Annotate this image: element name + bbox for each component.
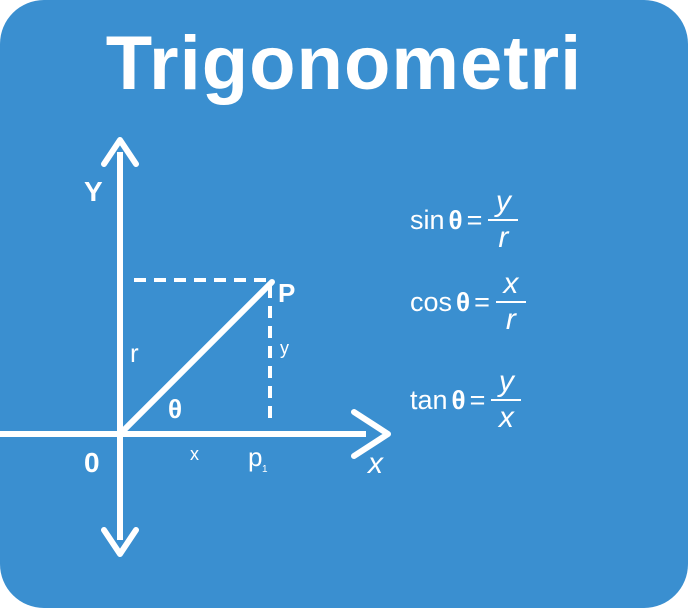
function-name: cos (410, 286, 453, 317)
fraction: x r (495, 267, 526, 336)
fraction-bar (491, 399, 522, 401)
opposite-label: y (280, 338, 289, 358)
radius-line (117, 279, 275, 437)
theta-symbol: θ (451, 384, 466, 415)
numerator: x (503, 267, 519, 300)
fraction: y r (488, 185, 519, 254)
fraction-bar (495, 301, 526, 303)
origin-label: 0 (84, 447, 100, 478)
tan-formula: tan θ = y x (410, 360, 522, 440)
equals-sign: = (466, 204, 483, 235)
sin-formula: sin θ = y r (410, 180, 519, 260)
adjacent-label: x (190, 444, 199, 464)
theta-symbol: θ (448, 204, 463, 235)
page-title: Trigonometri (105, 21, 583, 106)
x-axis-arrow-right (351, 409, 391, 459)
numerator: y (498, 365, 514, 398)
angle-label: θ (168, 394, 182, 424)
fraction: y x (491, 365, 522, 434)
denominator: r (505, 303, 516, 336)
denominator: x (498, 401, 514, 434)
theta-symbol: θ (456, 286, 471, 317)
function-name: sin (410, 204, 445, 235)
equals-sign: = (474, 286, 490, 317)
projection-subscript: 1 (262, 464, 268, 475)
y-axis-label: Y (84, 176, 103, 207)
numerator: y (495, 185, 511, 218)
radius-label: r (130, 338, 139, 368)
denominator: r (498, 221, 509, 254)
function-name: tan (410, 384, 448, 415)
projection-label: p (248, 442, 262, 472)
cos-formula: cos θ = x r (410, 262, 526, 342)
y-axis-arrow-down (101, 527, 139, 557)
fraction-bar (488, 219, 519, 221)
point-label: P (278, 278, 295, 308)
equals-sign: = (469, 384, 486, 415)
x-axis-label: x (366, 447, 384, 480)
y-axis-arrow-up (101, 137, 139, 167)
